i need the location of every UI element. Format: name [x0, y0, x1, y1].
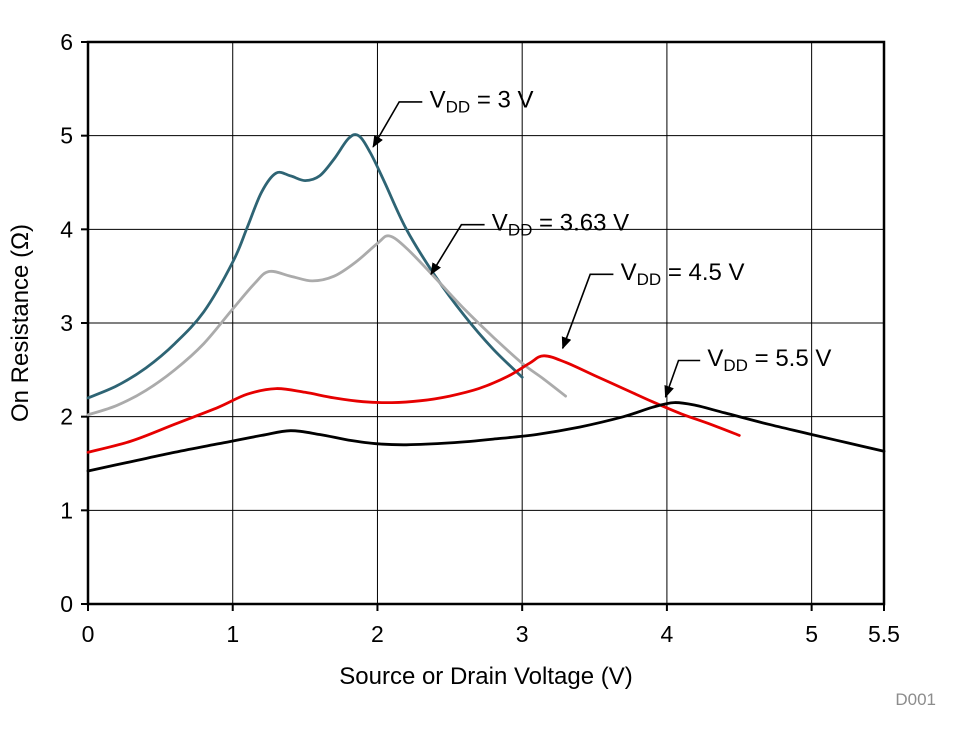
x-tick-label: 3 [516, 621, 529, 647]
series-curve-1 [86, 234, 567, 417]
annotation-label-2: VDD = 4.5 V [621, 259, 745, 289]
series-curve-0 [86, 133, 524, 400]
y-tick-label: 3 [60, 310, 73, 336]
plot-frame [86, 40, 886, 606]
x-tick-label: 5.5 [868, 621, 900, 647]
x-tick-label: 1 [226, 621, 239, 647]
series-curve-2 [86, 354, 741, 454]
x-tick-label: 5 [805, 621, 818, 647]
y-tick-label: 4 [60, 216, 73, 242]
x-tick-label: 0 [82, 621, 95, 647]
annotation-label-1: VDD = 3.63 V [492, 209, 629, 239]
y-tick-label: 6 [60, 29, 73, 55]
y-tick-label: 2 [60, 404, 73, 430]
annotation-arrow-2 [561, 273, 614, 350]
x-tick-label: 2 [371, 621, 384, 647]
y-tick-label: 1 [60, 497, 73, 523]
y-axis-label: On Resistance (Ω) [7, 224, 34, 422]
figure-id-label: D001 [895, 690, 936, 709]
y-tick-label: 5 [60, 123, 73, 149]
x-axis-label: Source or Drain Voltage (V) [339, 663, 632, 690]
series-curve-3 [86, 401, 886, 473]
annotation-arrow-0 [372, 101, 423, 148]
annotation-arrow-1 [430, 223, 485, 276]
annotation-arrow-3 [664, 359, 701, 398]
annotation-label-3: VDD = 5.5 V [707, 345, 831, 375]
annotation-label-0: VDD = 3 V [430, 87, 534, 117]
x-tick-label: 4 [661, 621, 674, 647]
y-tick-label: 0 [60, 591, 73, 617]
